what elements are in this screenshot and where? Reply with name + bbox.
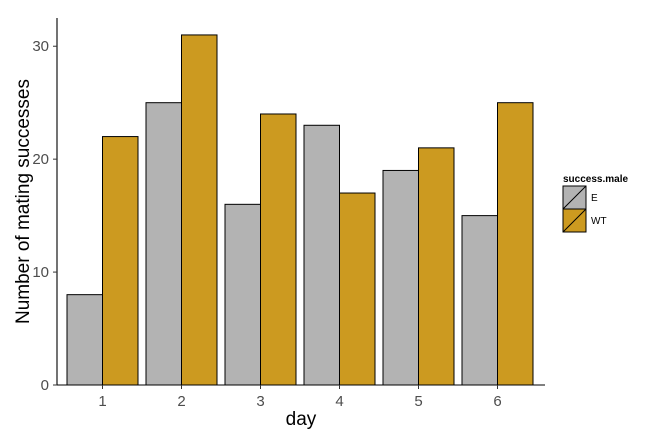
x-axis-title: day	[286, 409, 317, 430]
bar-wt-day-6	[497, 102, 534, 386]
bar-wt-day-1	[102, 136, 139, 386]
legend-label-e: E	[591, 193, 598, 204]
y-tick-label-20: 20	[32, 151, 49, 168]
legend-key-diagonal-wt	[562, 208, 587, 233]
x-tick-label-1: 1	[98, 393, 106, 410]
legend-items: E WT	[562, 185, 607, 233]
legend-label-wt: WT	[591, 216, 607, 227]
bar-e-day-4	[303, 124, 340, 386]
bar-wt-day-5	[418, 147, 455, 386]
bar-wt-day-3	[260, 113, 297, 386]
bar-wt-day-2	[181, 34, 218, 386]
bar-e-day-3	[224, 203, 261, 386]
x-tick-label-5: 5	[414, 393, 422, 410]
bar-e-day-2	[145, 102, 182, 386]
legend-title: success.male	[563, 174, 628, 185]
axes-layer	[56, 18, 545, 386]
x-tick-label-4: 4	[335, 393, 343, 410]
x-ticks: 1 2 3 4 5 6	[98, 385, 502, 410]
bar-e-day-5	[382, 169, 419, 386]
bar-e-day-6	[461, 215, 498, 386]
y-tick-label-30: 30	[32, 38, 49, 55]
y-tick-label-0: 0	[41, 377, 49, 394]
legend: success.male E WT	[562, 174, 628, 233]
bar-e-day-1	[66, 294, 103, 386]
legend-key-diagonal-e	[562, 185, 587, 210]
y-ticks: 0 10 20 30	[32, 38, 57, 394]
legend-item-e: E	[562, 185, 598, 210]
y-axis-title: Number of mating successes	[13, 79, 34, 324]
legend-item-wt: WT	[562, 208, 607, 233]
x-tick-label-6: 6	[493, 393, 501, 410]
y-tick-label-10: 10	[32, 264, 49, 281]
x-tick-label-2: 2	[177, 393, 185, 410]
x-tick-label-3: 3	[256, 393, 264, 410]
bar-wt-day-4	[339, 192, 376, 386]
bars-layer	[66, 34, 534, 386]
